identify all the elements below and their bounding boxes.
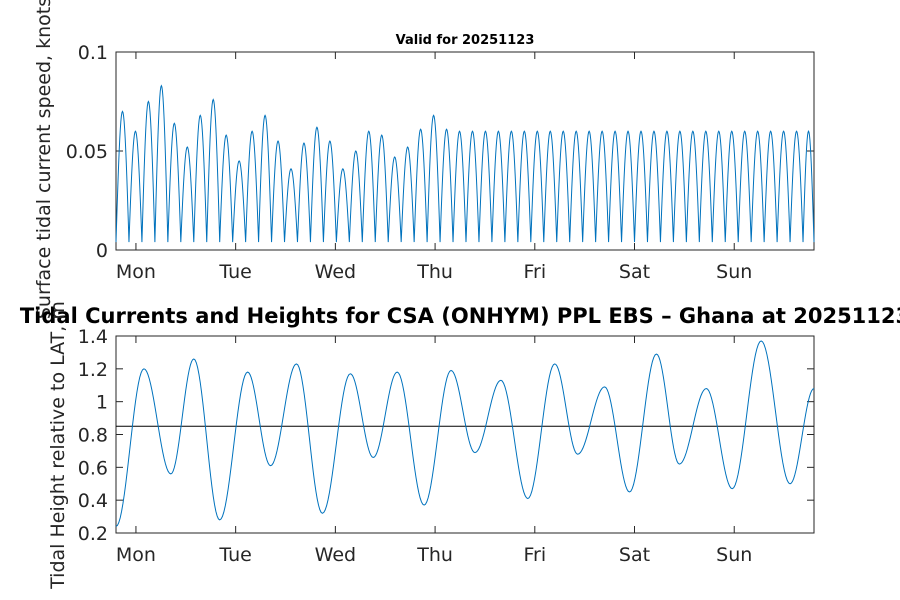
y-tick-label: 0.05: [66, 141, 108, 163]
y-tick-label: 1.2: [78, 359, 108, 381]
x-tick-label: Tue: [218, 544, 251, 566]
tidal-height-marks: Mon Tue Wed Thu Fri Sat Sun 0.2 0.4 0.6 0.8 1 1.2 1.4: [78, 326, 815, 566]
current-speed-panel: Mon Tue Wed Thu Fri Sat Sun 0 0.05 0.1 Valid for …: [33, 0, 815, 319]
x-tick-label: Fri: [523, 544, 546, 566]
current-speed-marks: Mon Tue Wed Thu Fri Sat Sun 0 0.05 0.1: [66, 42, 815, 283]
x-tick-label: Wed: [315, 544, 356, 566]
y-tick-label: 1.4: [78, 326, 108, 348]
x-tick-label: Tue: [218, 261, 251, 283]
y-tick-label: 0.6: [78, 457, 108, 479]
x-tick-label: Wed: [315, 261, 356, 283]
x-tick-label: Thu: [416, 261, 453, 283]
x-tick-label: Thu: [416, 544, 453, 566]
x-tick-label: Sat: [619, 261, 650, 283]
tidal-height-y-axis-label: Tidal Height relative to LAT, m: [47, 301, 69, 590]
tidal-height-axes: [115, 335, 815, 534]
x-tick-label: Mon: [116, 544, 156, 566]
x-tick-label: Fri: [523, 261, 546, 283]
x-tick-label: Sun: [716, 261, 752, 283]
current-speed-y-axis-label: Surface tidal current speed, knots: [33, 0, 55, 319]
y-tick-label: 0.4: [78, 490, 108, 512]
tidal-height-panel: Mon Tue Wed Thu Fri Sat Sun 0.2 0.4 0.6 0.8 1 1.2 1.4…: [20, 301, 900, 590]
x-tick-label: Mon: [116, 261, 156, 283]
y-tick-label: 0.8: [78, 425, 108, 447]
y-tick-label: 0: [96, 240, 108, 262]
y-tick-label: 0.2: [78, 523, 108, 545]
y-tick-label: 1: [96, 392, 108, 414]
tidal-height-title: Tidal Currents and Heights for CSA (ONHY…: [20, 304, 900, 328]
current-speed-line: [115, 84, 815, 243]
tidal-height-line: [115, 340, 815, 527]
current-speed-title: Valid for 20251123: [396, 33, 535, 48]
x-tick-label: Sun: [716, 544, 752, 566]
y-tick-label: 0.1: [78, 42, 108, 64]
x-tick-label: Sat: [619, 544, 650, 566]
